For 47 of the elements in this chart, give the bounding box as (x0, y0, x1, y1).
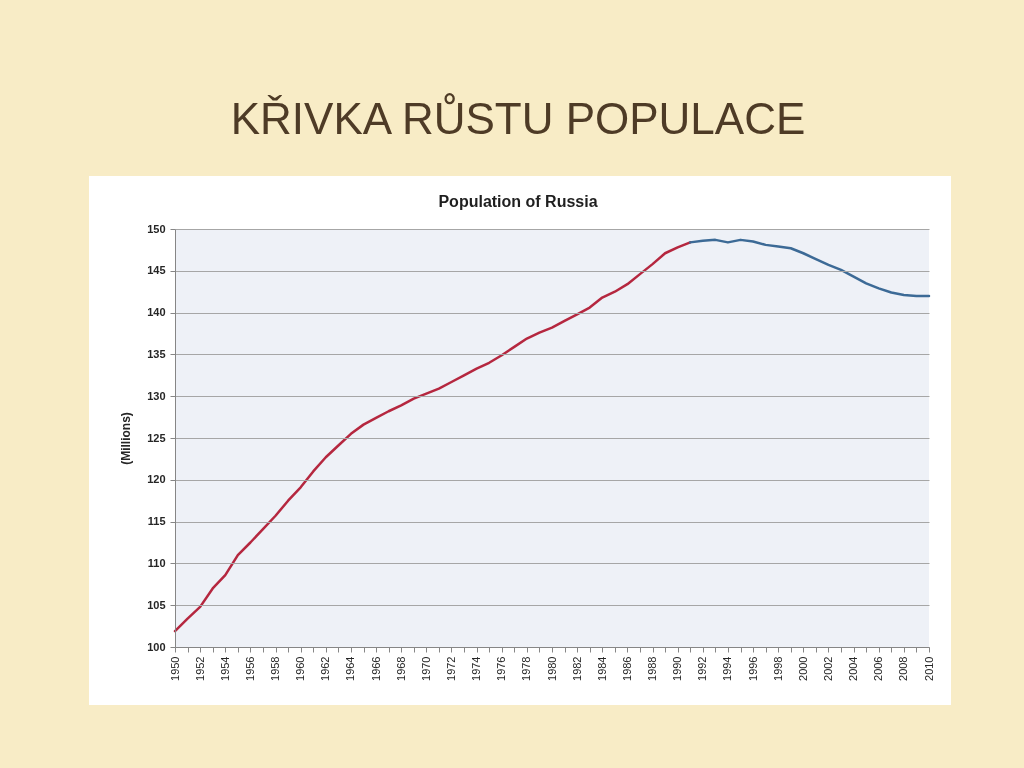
x-tick-label: 1972 (444, 656, 457, 681)
x-tick-label: 1992 (696, 656, 709, 681)
x-tick-label: 2000 (796, 656, 809, 681)
x-tick-label: 1986 (620, 656, 633, 681)
x-tick-label: 1996 (746, 656, 759, 681)
x-tick-label: 1956 (243, 656, 256, 681)
y-tick-label: 110 (147, 556, 166, 569)
x-tick-label: 1962 (319, 656, 332, 681)
y-tick-label: 145 (147, 264, 166, 277)
y-tick-label: 135 (147, 347, 166, 360)
x-tick-label: 1960 (294, 656, 307, 681)
x-tick-label: 1990 (671, 656, 684, 681)
chart-subtitle: Population of Russia (438, 193, 598, 210)
x-tick-label: 2008 (897, 656, 910, 681)
y-tick-label: 130 (147, 389, 166, 402)
x-tick-label: 1998 (771, 656, 784, 681)
x-tick-label: 1968 (394, 656, 407, 681)
chart-title: KŘIVKA RŮSTU POPULACE (230, 93, 806, 143)
x-tick-label: 2006 (872, 656, 885, 681)
x-tick-label: 1970 (419, 656, 432, 681)
line-series (173, 241, 692, 633)
x-tick-label: 1950 (168, 656, 181, 681)
x-tick-label: 2002 (821, 656, 834, 681)
y-tick-label: 120 (147, 473, 166, 486)
line-series (688, 238, 931, 298)
x-tick-label: 1980 (545, 656, 558, 681)
y-axis-title: (Millions) (119, 412, 134, 465)
x-tick-label: 1964 (344, 656, 357, 681)
x-tick-label: 1984 (595, 656, 608, 681)
x-tick-label: 1958 (269, 656, 282, 681)
x-tick-label: 1966 (369, 656, 382, 681)
y-tick-label: 150 (147, 222, 166, 235)
x-tick-label: 2010 (922, 656, 935, 681)
x-tick-label: 2004 (847, 656, 860, 681)
y-tick-label: 140 (147, 306, 166, 319)
y-tick-label: 105 (147, 598, 166, 611)
y-tick-label: 115 (147, 515, 166, 528)
x-tick-label: 1974 (470, 656, 483, 681)
x-tick-label: 1976 (495, 656, 508, 681)
y-tick-label: 125 (147, 431, 166, 444)
x-tick-label: 1952 (193, 656, 206, 681)
x-tick-label: 1978 (520, 656, 533, 681)
x-tick-label: 1982 (570, 656, 583, 681)
x-tick-label: 1994 (721, 656, 734, 681)
y-tick-label: 100 (147, 640, 166, 653)
x-tick-label: 1988 (646, 656, 659, 681)
x-tick-label: 1954 (218, 656, 231, 681)
